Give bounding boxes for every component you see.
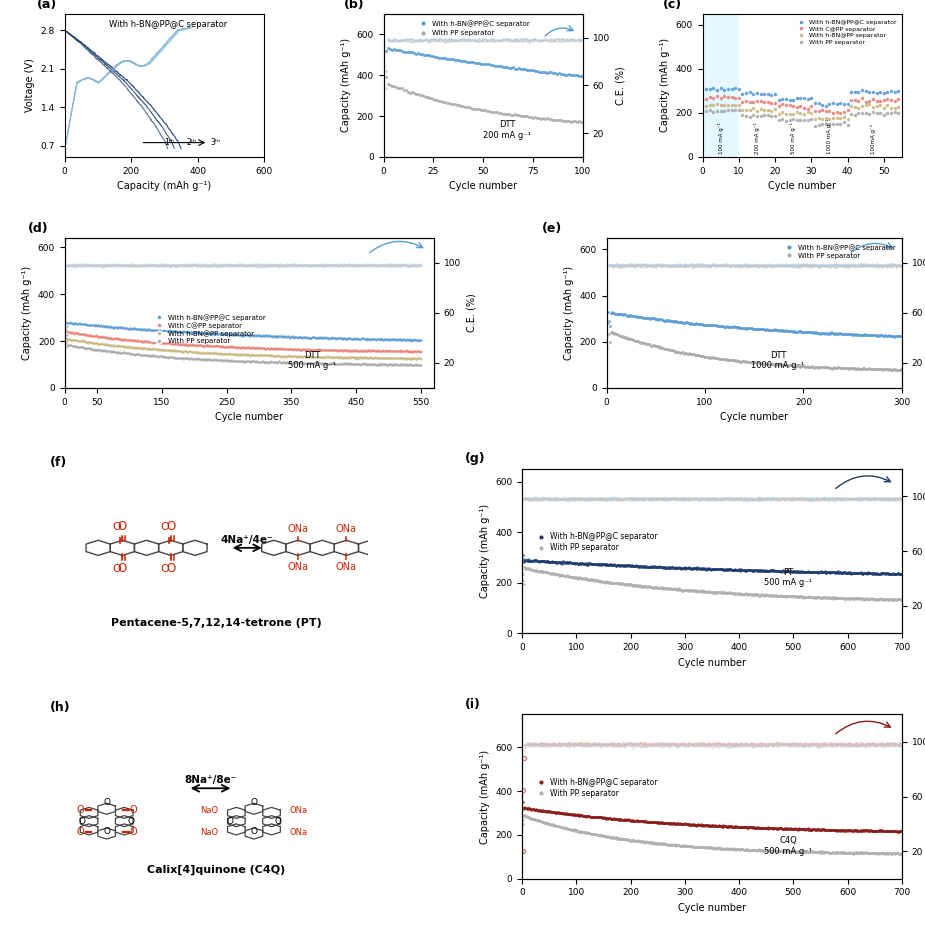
Text: With h-BN@PP@C separator: With h-BN@PP@C separator	[109, 19, 228, 29]
Text: (i): (i)	[465, 697, 481, 710]
Text: ONa: ONa	[336, 561, 357, 572]
Bar	[703, 14, 739, 157]
Text: C4Q
500 mA g⁻¹: C4Q 500 mA g⁻¹	[764, 836, 812, 856]
Legend: With h-BN@PP@C separator, With C@PP separator, With h-BN@PP separator, With PP s: With h-BN@PP@C separator, With C@PP sepa…	[793, 17, 899, 47]
Legend: With h-BN@PP@C separator, With PP separator: With h-BN@PP@C separator, With PP separa…	[413, 18, 533, 39]
Text: ONa: ONa	[288, 524, 309, 534]
Text: O: O	[117, 521, 127, 534]
Legend: With h-BN@PP@C separator, With C@PP separator, With h-BN@PP separator, With PP s: With h-BN@PP@C separator, With C@PP sepa…	[150, 311, 268, 347]
Text: O: O	[117, 562, 127, 575]
Text: O: O	[275, 817, 281, 826]
Text: Pentacene-5,7,12,14-tetrone (PT): Pentacene-5,7,12,14-tetrone (PT)	[111, 619, 322, 628]
Text: 1ᵗʰ: 1ᵗʰ	[165, 139, 175, 147]
Text: NaO: NaO	[201, 828, 218, 836]
Text: 3ᵗʰ: 3ᵗʰ	[210, 139, 220, 147]
Text: DTT
200 mA g⁻¹: DTT 200 mA g⁻¹	[483, 120, 531, 140]
Text: 1000 mA g⁻¹: 1000 mA g⁻¹	[826, 118, 832, 154]
Text: 4Na⁺/4e⁻: 4Na⁺/4e⁻	[221, 535, 274, 545]
Y-axis label: Voltage (V): Voltage (V)	[25, 58, 35, 112]
Text: 2ᵗʰ: 2ᵗʰ	[186, 139, 196, 147]
Text: 100 mA g⁻¹: 100 mA g⁻¹	[718, 122, 723, 154]
Text: O: O	[160, 522, 169, 532]
Text: O: O	[251, 827, 257, 835]
Text: 100mA g⁻¹: 100mA g⁻¹	[870, 124, 876, 154]
Text: ONa: ONa	[290, 806, 308, 815]
X-axis label: Capacity (mAh g⁻¹): Capacity (mAh g⁻¹)	[117, 181, 212, 191]
Text: (d): (d)	[28, 222, 48, 235]
Text: 200 mA g⁻¹: 200 mA g⁻¹	[754, 122, 760, 154]
X-axis label: Cycle number: Cycle number	[216, 413, 283, 423]
Text: DTT
500 mA g⁻¹: DTT 500 mA g⁻¹	[288, 351, 336, 370]
Text: O: O	[112, 522, 120, 532]
Text: O: O	[112, 563, 120, 573]
Y-axis label: C.E. (%): C.E. (%)	[466, 293, 476, 332]
Text: O: O	[77, 805, 84, 815]
Text: (b): (b)	[344, 0, 364, 11]
Text: 8Na⁺/8e⁻: 8Na⁺/8e⁻	[184, 774, 237, 784]
Text: DTT
1000 mA g⁻¹: DTT 1000 mA g⁻¹	[751, 351, 805, 370]
Text: O: O	[104, 797, 110, 807]
Y-axis label: C.E. (%): C.E. (%)	[615, 66, 625, 105]
Text: O: O	[104, 827, 110, 835]
Text: Calix[4]quinone (C4Q): Calix[4]quinone (C4Q)	[147, 865, 286, 875]
Text: O: O	[166, 521, 176, 534]
Y-axis label: Capacity (mAh g⁻¹): Capacity (mAh g⁻¹)	[660, 38, 670, 132]
X-axis label: Cycle number: Cycle number	[678, 903, 746, 913]
Text: (e): (e)	[542, 222, 561, 235]
Y-axis label: Capacity (mAh g⁻¹): Capacity (mAh g⁻¹)	[22, 265, 32, 360]
Text: O: O	[166, 562, 176, 575]
Text: O: O	[130, 827, 137, 837]
Y-axis label: Capacity (mAh g⁻¹): Capacity (mAh g⁻¹)	[564, 265, 574, 360]
Text: O: O	[79, 817, 86, 826]
X-axis label: Cycle number: Cycle number	[678, 658, 746, 668]
Y-axis label: Capacity (mAh g⁻¹): Capacity (mAh g⁻¹)	[480, 749, 489, 844]
Legend: With h-BN@PP@C separator, With PP separator: With h-BN@PP@C separator, With PP separa…	[530, 774, 661, 801]
Text: O: O	[227, 817, 233, 826]
Text: O: O	[77, 827, 84, 837]
Text: (g): (g)	[465, 452, 486, 465]
X-axis label: Cycle number: Cycle number	[721, 413, 788, 423]
Text: PT
500 mA g⁻¹: PT 500 mA g⁻¹	[764, 568, 812, 587]
Text: O: O	[130, 805, 137, 815]
Text: ONa: ONa	[288, 561, 309, 572]
Text: (c): (c)	[662, 0, 682, 11]
Y-axis label: Capacity (mAh g⁻¹): Capacity (mAh g⁻¹)	[480, 504, 489, 598]
Text: (a): (a)	[37, 0, 57, 11]
Text: 500 mA g⁻¹: 500 mA g⁻¹	[790, 122, 796, 154]
Legend: With h-BN@PP@C separator, With PP separator: With h-BN@PP@C separator, With PP separa…	[779, 241, 898, 262]
Text: O: O	[251, 797, 257, 807]
Text: ONa: ONa	[290, 828, 308, 836]
Legend: With h-BN@PP@C separator, With PP separator: With h-BN@PP@C separator, With PP separa…	[530, 529, 661, 556]
Y-axis label: Capacity (mAh g⁻¹): Capacity (mAh g⁻¹)	[341, 38, 352, 132]
Text: O: O	[160, 563, 169, 573]
Text: ONa: ONa	[336, 524, 357, 534]
Text: (h): (h)	[50, 701, 70, 714]
X-axis label: Cycle number: Cycle number	[450, 181, 517, 191]
Text: (f): (f)	[50, 456, 67, 469]
Text: O: O	[128, 817, 134, 826]
Text: NaO: NaO	[201, 806, 218, 815]
X-axis label: Cycle number: Cycle number	[769, 181, 836, 191]
